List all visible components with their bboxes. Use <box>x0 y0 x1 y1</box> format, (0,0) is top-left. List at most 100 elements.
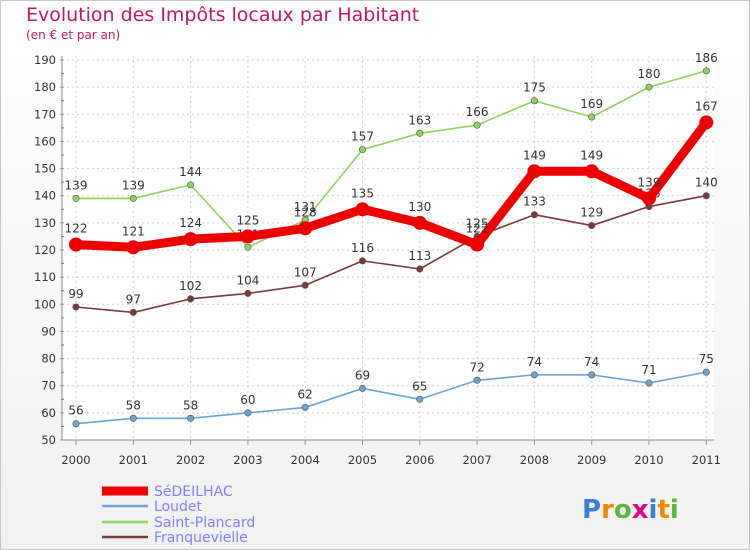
data-label: 62 <box>298 387 313 401</box>
series-line-Loudet <box>75 371 708 425</box>
data-point <box>187 414 195 422</box>
data-label: 140 <box>695 176 718 190</box>
data-label: 65 <box>412 379 427 393</box>
y-tick-label: 170 <box>34 107 56 121</box>
data-point <box>588 113 596 121</box>
data-point <box>416 265 424 273</box>
data-label: 144 <box>179 165 202 179</box>
data-label: 58 <box>126 398 141 412</box>
data-point <box>588 222 596 230</box>
data-label: 149 <box>580 148 603 162</box>
y-tick-label: 60 <box>41 406 56 420</box>
data-label: 121 <box>122 224 145 238</box>
data-point <box>72 194 80 202</box>
data-label: 124 <box>179 216 202 230</box>
y-tick-label: 70 <box>41 379 56 393</box>
proxiti-logo: Proxiti <box>582 495 679 525</box>
x-tick-label: 2010 <box>634 453 663 467</box>
data-label: 60 <box>240 393 255 407</box>
data-label: 122 <box>466 222 489 236</box>
data-label: 113 <box>408 249 431 263</box>
y-tick-label: 130 <box>34 216 56 230</box>
data-label: 157 <box>351 130 374 144</box>
y-tick-label: 90 <box>41 324 56 338</box>
data-label: 97 <box>126 292 141 306</box>
data-point <box>240 229 255 244</box>
x-tick-label: 2001 <box>119 453 148 467</box>
data-label: 125 <box>236 213 259 227</box>
data-point <box>530 211 538 219</box>
data-point <box>187 181 195 189</box>
data-point <box>244 243 252 251</box>
data-label: 131 <box>294 200 317 214</box>
data-point <box>702 67 710 75</box>
data-point <box>588 371 596 379</box>
x-tick-label: 2003 <box>233 453 262 467</box>
data-label: 125 <box>466 216 489 230</box>
data-point <box>72 303 80 311</box>
y-tick-label: 190 <box>34 53 56 67</box>
data-point <box>702 368 710 376</box>
y-tick-label: 150 <box>34 162 56 176</box>
data-label: 74 <box>584 355 599 369</box>
data-point <box>699 115 714 130</box>
chart-title: Evolution des Impôts locaux par Habitant <box>26 4 420 26</box>
data-point <box>126 240 141 255</box>
y-tick-label: 160 <box>34 134 56 148</box>
data-label: 135 <box>351 186 374 200</box>
legend-label: Franquevielle <box>154 530 248 546</box>
data-point <box>244 289 252 297</box>
series-line-Saint-Plancard <box>75 70 708 249</box>
data-label: 149 <box>523 148 546 162</box>
x-tick-label: 2006 <box>405 453 434 467</box>
data-point <box>129 194 137 202</box>
series-line-SéDEILHAC <box>71 117 711 252</box>
y-tick-label: 50 <box>41 433 56 447</box>
y-tick-label: 120 <box>34 243 56 257</box>
data-point <box>470 237 485 252</box>
data-label: 56 <box>68 404 83 418</box>
data-point <box>645 379 653 387</box>
data-label: 69 <box>355 368 370 382</box>
x-tick-label: 2002 <box>176 453 205 467</box>
data-label: 99 <box>68 287 83 301</box>
data-label: 139 <box>65 178 88 192</box>
data-point <box>301 403 309 411</box>
data-point <box>358 146 366 154</box>
legend-label: Saint-Plancard <box>154 515 255 531</box>
data-label: 139 <box>122 178 145 192</box>
data-point <box>355 202 370 217</box>
data-point <box>473 121 481 129</box>
data-label: 75 <box>699 352 714 366</box>
y-tick-label: 180 <box>34 80 56 94</box>
data-point <box>530 97 538 105</box>
y-tick-label: 110 <box>34 270 56 284</box>
data-label: 130 <box>408 200 431 214</box>
data-point <box>416 129 424 137</box>
data-point <box>584 164 599 179</box>
data-point <box>642 191 656 206</box>
y-tick-label: 140 <box>34 189 56 203</box>
x-tick-label: 2007 <box>462 453 491 467</box>
data-label: 133 <box>523 195 546 209</box>
data-label: 128 <box>294 205 317 219</box>
data-label: 169 <box>580 97 603 111</box>
data-label: 167 <box>695 99 718 113</box>
x-tick-label: 2005 <box>348 453 377 467</box>
x-tick-label: 2000 <box>61 453 90 467</box>
legend-label: SéDEILHAC <box>154 484 233 500</box>
data-point <box>298 221 313 236</box>
data-label: 104 <box>236 273 259 287</box>
data-label: 72 <box>469 360 484 374</box>
data-point <box>301 281 309 289</box>
data-point <box>183 232 198 247</box>
x-tick-label: 2009 <box>577 453 606 467</box>
data-label: 175 <box>523 81 546 95</box>
data-label: 163 <box>408 113 431 127</box>
data-label: 107 <box>294 265 317 279</box>
data-point <box>72 420 80 428</box>
data-label: 186 <box>695 51 718 65</box>
legend-label: Loudet <box>154 499 202 515</box>
data-point <box>358 257 366 265</box>
data-point <box>416 395 424 403</box>
